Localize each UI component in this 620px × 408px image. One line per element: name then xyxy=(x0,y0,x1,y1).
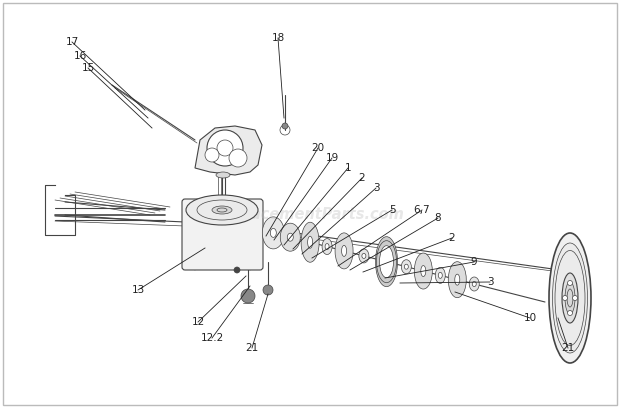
Text: 12: 12 xyxy=(192,317,205,327)
Circle shape xyxy=(205,148,219,162)
Ellipse shape xyxy=(472,282,476,286)
Ellipse shape xyxy=(414,253,432,289)
Circle shape xyxy=(567,281,572,286)
Text: 16: 16 xyxy=(73,51,87,61)
Ellipse shape xyxy=(552,243,588,353)
Ellipse shape xyxy=(335,233,353,269)
Circle shape xyxy=(241,289,255,303)
Text: 5: 5 xyxy=(389,205,396,215)
Text: 15: 15 xyxy=(81,63,95,73)
Circle shape xyxy=(234,267,240,273)
Ellipse shape xyxy=(359,249,369,263)
Text: 20: 20 xyxy=(311,143,324,153)
Ellipse shape xyxy=(401,260,411,274)
Ellipse shape xyxy=(287,233,293,241)
Polygon shape xyxy=(195,126,262,175)
Ellipse shape xyxy=(435,267,445,284)
Ellipse shape xyxy=(212,206,232,214)
Text: 10: 10 xyxy=(523,313,536,323)
Ellipse shape xyxy=(562,273,578,323)
Text: 21: 21 xyxy=(246,343,259,353)
Ellipse shape xyxy=(454,274,460,285)
Ellipse shape xyxy=(376,237,397,287)
Text: 17: 17 xyxy=(65,37,79,47)
Ellipse shape xyxy=(549,233,591,363)
Circle shape xyxy=(282,123,288,129)
Ellipse shape xyxy=(301,222,319,262)
Ellipse shape xyxy=(308,236,312,248)
Ellipse shape xyxy=(322,239,332,255)
Text: 3: 3 xyxy=(373,183,379,193)
Text: 1: 1 xyxy=(345,163,352,173)
FancyBboxPatch shape xyxy=(182,199,263,270)
Ellipse shape xyxy=(379,246,394,278)
Text: 2: 2 xyxy=(359,173,365,183)
Circle shape xyxy=(562,295,567,301)
Text: 3: 3 xyxy=(487,277,494,287)
Ellipse shape xyxy=(362,253,366,258)
Circle shape xyxy=(572,295,577,301)
Text: 13: 13 xyxy=(131,285,144,295)
Ellipse shape xyxy=(448,262,466,298)
Text: 8: 8 xyxy=(435,213,441,223)
Ellipse shape xyxy=(270,228,277,237)
Circle shape xyxy=(207,130,243,166)
Ellipse shape xyxy=(325,244,329,250)
Text: 12.2: 12.2 xyxy=(200,333,224,343)
Ellipse shape xyxy=(262,217,285,249)
Ellipse shape xyxy=(565,282,575,314)
Ellipse shape xyxy=(186,195,258,225)
Text: 6,7: 6,7 xyxy=(414,205,430,215)
Ellipse shape xyxy=(404,264,409,269)
Ellipse shape xyxy=(216,172,230,178)
Circle shape xyxy=(263,285,273,295)
Text: 19: 19 xyxy=(326,153,339,163)
Circle shape xyxy=(229,149,247,167)
Text: 9: 9 xyxy=(471,257,477,267)
Ellipse shape xyxy=(469,277,479,291)
Text: 18: 18 xyxy=(272,33,285,43)
Text: ReplacementParts.com: ReplacementParts.com xyxy=(216,208,404,222)
Ellipse shape xyxy=(342,245,347,256)
Text: 2: 2 xyxy=(449,233,455,243)
Text: 21: 21 xyxy=(561,343,575,353)
Circle shape xyxy=(567,310,572,315)
Ellipse shape xyxy=(421,266,426,277)
Ellipse shape xyxy=(438,273,442,278)
Ellipse shape xyxy=(280,223,300,251)
